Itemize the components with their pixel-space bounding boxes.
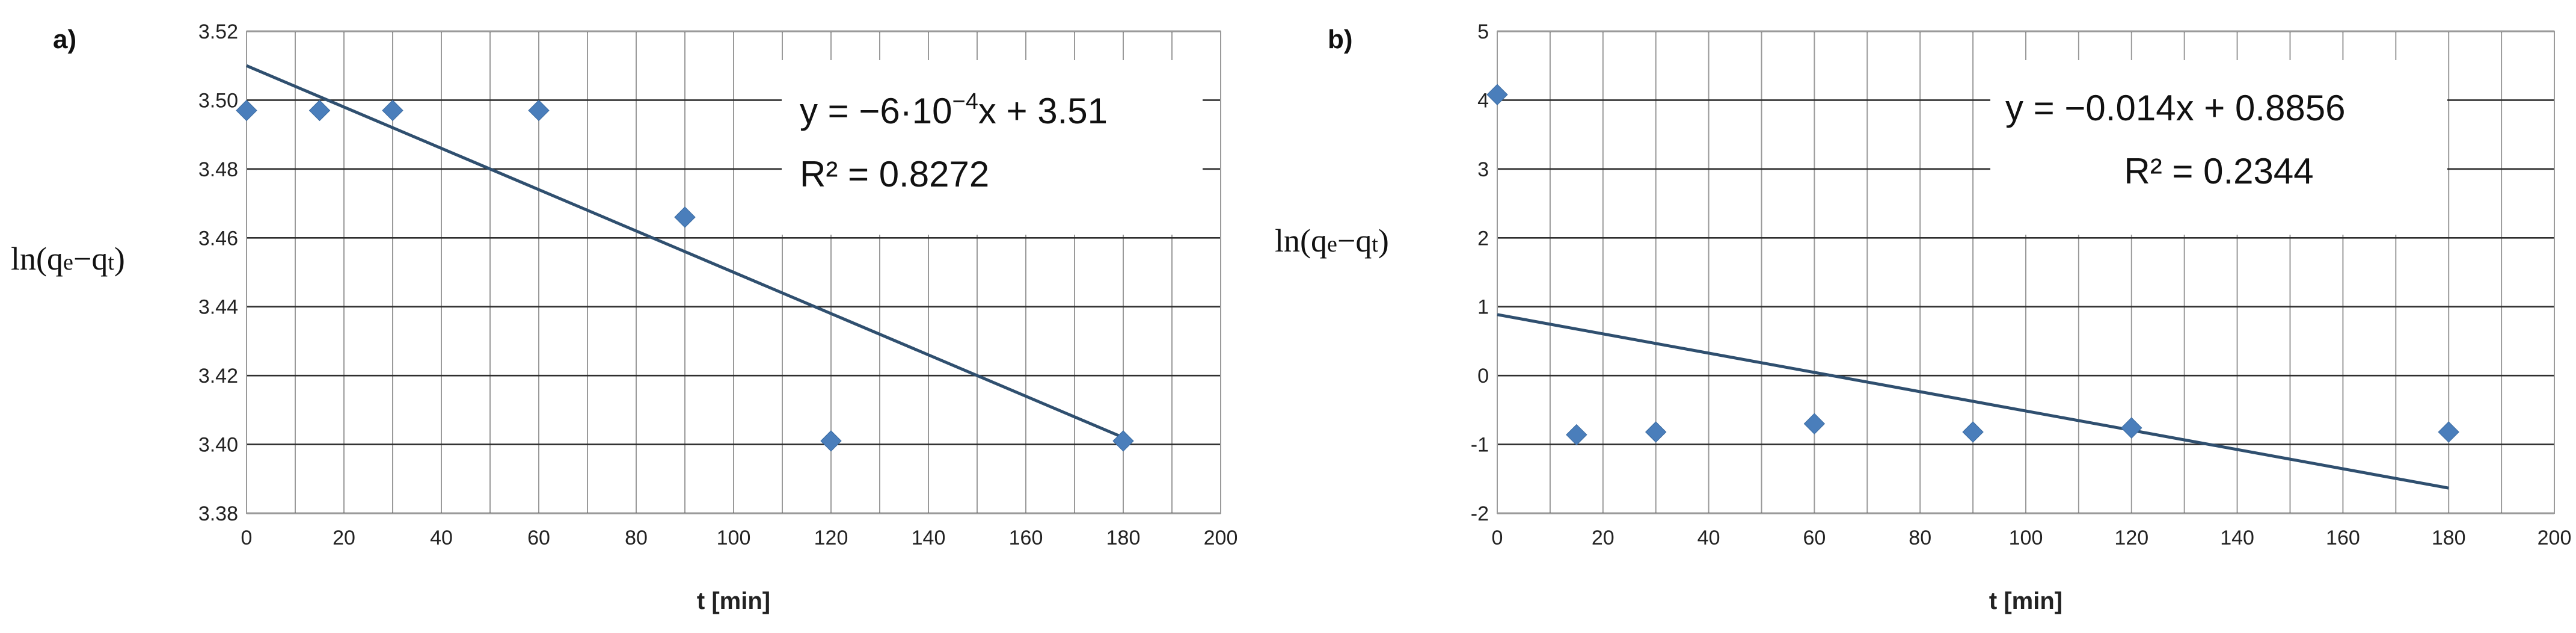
data-point — [1803, 413, 1826, 434]
y-tick-label: 4 — [1477, 89, 1489, 112]
y-tick-label: 0 — [1477, 365, 1489, 388]
y-tick-label: 3.48 — [198, 158, 238, 181]
x-axis-title: t [min] — [1989, 588, 2062, 614]
panel-label: a) — [53, 25, 76, 54]
data-point — [2438, 421, 2459, 443]
trendline — [1497, 313, 2449, 490]
x-tick-label: 0 — [1492, 526, 1503, 549]
y-tick-label: 3.38 — [198, 502, 238, 525]
y-tick-label: 3.40 — [198, 434, 238, 457]
data-point — [1962, 421, 1984, 443]
y-tick-label: 3.50 — [198, 89, 238, 112]
y-tick-label: 3.52 — [198, 20, 238, 43]
r-squared: R² = 0.8272 — [800, 154, 989, 194]
x-tick-label: 180 — [1106, 526, 1141, 549]
equation-box — [782, 60, 1203, 235]
x-tick-label: 120 — [814, 526, 848, 549]
data-point — [1486, 84, 1508, 105]
data-point — [1645, 421, 1667, 443]
x-tick-label: 180 — [2432, 526, 2466, 549]
y-tick-label: 3.46 — [198, 227, 238, 250]
x-tick-label: 100 — [2009, 526, 2043, 549]
x-tick-label: 120 — [2114, 526, 2148, 549]
x-tick-label: 80 — [1909, 526, 1931, 549]
x-tick-label: 200 — [1204, 526, 1238, 549]
equation-box — [1990, 60, 2447, 235]
y-tick-label: 2 — [1477, 227, 1489, 250]
y-tick-label: 1 — [1477, 296, 1489, 319]
data-point — [674, 206, 696, 228]
x-axis-title: t [min] — [697, 588, 770, 614]
x-tick-label: 100 — [717, 526, 751, 549]
chart-panel-a: 3.38 3.40 3.42 3.44 3.46 3.48 3.50 3.52 0 20 40 60 8… — [11, 20, 1237, 614]
x-tick-label: 200 — [2538, 526, 2572, 549]
y-axis-title: ln(qe−qt) — [1275, 223, 1389, 259]
x-tick-label: 160 — [1009, 526, 1043, 549]
trendline-equation: y = −6·10−4x + 3.51 — [800, 89, 1108, 131]
data-point — [308, 99, 331, 122]
x-tick-label: 0 — [241, 526, 253, 549]
x-tick-label: 40 — [430, 526, 453, 549]
panel-label: b) — [1328, 25, 1353, 54]
data-point — [820, 430, 842, 452]
y-axis-title: ln(qe−qt) — [11, 241, 125, 277]
x-tick-label: 40 — [1697, 526, 1720, 549]
plot-frame — [1497, 31, 2555, 514]
data-point — [528, 99, 550, 122]
chart-panel-b: -2 -1 0 1 2 3 4 5 0 20 40 60 80 100 120 140 160 180 200 t [… — [1275, 20, 2571, 614]
trendline — [246, 64, 1124, 439]
x-tick-label: 60 — [1803, 526, 1826, 549]
data-point — [1112, 430, 1134, 452]
data-point — [236, 99, 257, 122]
y-tick-label: 3.42 — [198, 365, 238, 388]
x-tick-label: 20 — [333, 526, 355, 549]
x-tick-label: 80 — [625, 526, 648, 549]
x-tick-label: 20 — [1592, 526, 1615, 549]
y-tick-label: 5 — [1477, 20, 1489, 43]
data-point — [382, 99, 403, 122]
data-point — [1566, 424, 1587, 446]
x-tick-label: 140 — [2220, 526, 2254, 549]
data-point — [2121, 417, 2142, 439]
x-tick-label: 140 — [912, 526, 946, 549]
plot-frame — [246, 31, 1221, 514]
trendline-equation: y = −0.014x + 0.8856 — [2005, 88, 2345, 128]
y-tick-label: 3 — [1477, 158, 1489, 181]
x-tick-label: 160 — [2326, 526, 2360, 549]
r-squared: R² = 0.2344 — [2124, 151, 2313, 191]
y-tick-label: 3.44 — [198, 296, 238, 319]
x-tick-label: 60 — [527, 526, 550, 549]
y-tick-label: -1 — [1471, 434, 1489, 457]
y-tick-label: -2 — [1471, 502, 1489, 525]
